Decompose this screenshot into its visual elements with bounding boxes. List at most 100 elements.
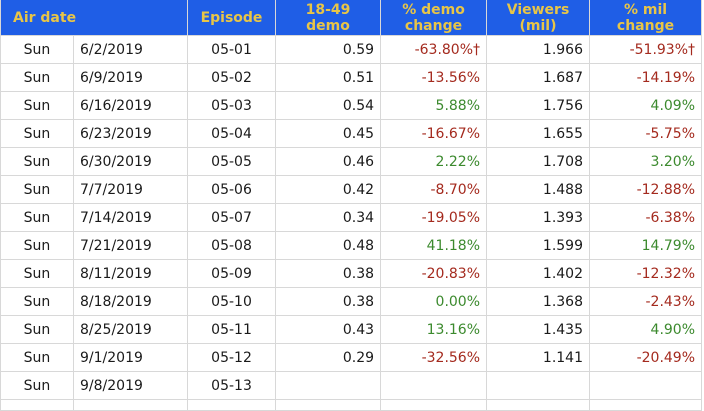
cell-demo: 0.45 xyxy=(275,119,382,148)
table-row: Sun 6/9/2019 05-02 0.51 -13.56% 1.687 -14.19% xyxy=(0,63,703,92)
cell-mil-change: 14.79% xyxy=(589,231,703,260)
cell-empty xyxy=(187,399,277,411)
cell-air-date: 6/30/2019 xyxy=(72,147,189,176)
cell-demo-change: 13.16% xyxy=(380,315,488,344)
cell-demo-change: 41.18% xyxy=(380,231,488,260)
cell-day: Sun xyxy=(0,91,74,120)
cell-air-date: 7/14/2019 xyxy=(72,203,189,232)
cell-mil-change: -51.93%† xyxy=(589,35,703,64)
cell-viewers: 1.708 xyxy=(486,147,591,176)
cell-episode: 05-02 xyxy=(187,63,277,92)
cell-empty xyxy=(72,399,189,411)
cell-day: Sun xyxy=(0,287,74,316)
cell-air-date: 6/2/2019 xyxy=(72,35,189,64)
table-row: Sun 6/16/2019 05-03 0.54 5.88% 1.756 4.09% xyxy=(0,91,703,120)
header-demo-change[interactable]: % demo change xyxy=(380,0,488,36)
header-viewers[interactable]: Viewers (mil) xyxy=(486,0,591,36)
cell-demo: 0.38 xyxy=(275,287,382,316)
cell-day: Sun xyxy=(0,203,74,232)
table-row: Sun 8/18/2019 05-10 0.38 0.00% 1.368 -2.43% xyxy=(0,287,703,316)
cell-demo-change: -19.05% xyxy=(380,203,488,232)
cell-episode: 05-09 xyxy=(187,259,277,288)
cell-mil-change: -20.49% xyxy=(589,343,703,372)
cell-day: Sun xyxy=(0,119,74,148)
cell-day: Sun xyxy=(0,343,74,372)
cell-empty xyxy=(0,399,74,411)
cell-viewers: 1.402 xyxy=(486,259,591,288)
cell-viewers: 1.435 xyxy=(486,315,591,344)
cell-mil-change: -6.38% xyxy=(589,203,703,232)
header-episode[interactable]: Episode xyxy=(187,0,277,36)
cell-empty xyxy=(275,399,382,411)
header-demo-change-line2: change xyxy=(404,17,463,34)
cell-demo-change xyxy=(380,371,488,400)
cell-episode: 05-06 xyxy=(187,175,277,204)
header-mil-change[interactable]: % mil change xyxy=(589,0,703,36)
table-row: Sun 6/30/2019 05-05 0.46 2.22% 1.708 3.20% xyxy=(0,147,703,176)
cell-day: Sun xyxy=(0,35,74,64)
cell-episode: 05-03 xyxy=(187,91,277,120)
cell-viewers: 1.756 xyxy=(486,91,591,120)
cell-air-date: 7/21/2019 xyxy=(72,231,189,260)
cell-episode: 05-13 xyxy=(187,371,277,400)
cell-demo: 0.51 xyxy=(275,63,382,92)
cell-air-date: 7/7/2019 xyxy=(72,175,189,204)
table-row: Sun 9/8/2019 05-13 xyxy=(0,371,703,400)
table-row: Sun 7/7/2019 05-06 0.42 -8.70% 1.488 -12.88% xyxy=(0,175,703,204)
cell-mil-change: -2.43% xyxy=(589,287,703,316)
cell-mil-change: 3.20% xyxy=(589,147,703,176)
cell-day: Sun xyxy=(0,63,74,92)
cell-day: Sun xyxy=(0,315,74,344)
cell-day: Sun xyxy=(0,259,74,288)
cell-episode: 05-10 xyxy=(187,287,277,316)
cell-day: Sun xyxy=(0,231,74,260)
cell-viewers: 1.687 xyxy=(486,63,591,92)
table-row: Sun 7/21/2019 05-08 0.48 41.18% 1.599 14.79% xyxy=(0,231,703,260)
cell-empty xyxy=(486,399,591,411)
table-row: Sun 6/23/2019 05-04 0.45 -16.67% 1.655 -5.75% xyxy=(0,119,703,148)
cell-demo: 0.34 xyxy=(275,203,382,232)
table-row: Sun 7/14/2019 05-07 0.34 -19.05% 1.393 -6.38% xyxy=(0,203,703,232)
cell-episode: 05-11 xyxy=(187,315,277,344)
cell-viewers: 1.141 xyxy=(486,343,591,372)
cell-viewers xyxy=(486,371,591,400)
cell-episode: 05-12 xyxy=(187,343,277,372)
cell-empty xyxy=(589,399,703,411)
header-mil-change-line2: change xyxy=(616,17,675,34)
cell-mil-change: -12.88% xyxy=(589,175,703,204)
cell-viewers: 1.655 xyxy=(486,119,591,148)
cell-demo-change: -32.56% xyxy=(380,343,488,372)
cell-mil-change: 4.90% xyxy=(589,315,703,344)
cell-demo: 0.38 xyxy=(275,259,382,288)
cell-air-date: 8/25/2019 xyxy=(72,315,189,344)
cell-mil-change xyxy=(589,371,703,400)
cell-air-date: 6/23/2019 xyxy=(72,119,189,148)
cell-demo: 0.46 xyxy=(275,147,382,176)
cell-mil-change: 4.09% xyxy=(589,91,703,120)
cell-viewers: 1.393 xyxy=(486,203,591,232)
header-demo-line1: 18-49 xyxy=(305,1,351,18)
cell-demo: 0.42 xyxy=(275,175,382,204)
cell-viewers: 1.368 xyxy=(486,287,591,316)
cell-episode: 05-04 xyxy=(187,119,277,148)
header-demo[interactable]: 18-49 demo xyxy=(275,0,382,36)
table-body: Sun 6/2/2019 05-01 0.59 -63.80%† 1.966 -51.93%… xyxy=(0,35,703,411)
cell-demo: 0.48 xyxy=(275,231,382,260)
header-air-date[interactable]: Air date xyxy=(0,0,189,36)
cell-day: Sun xyxy=(0,371,74,400)
cell-mil-change: -5.75% xyxy=(589,119,703,148)
cell-day: Sun xyxy=(0,175,74,204)
cell-demo: 0.29 xyxy=(275,343,382,372)
table-row: Sun 8/11/2019 05-09 0.38 -20.83% 1.402 -12.32% xyxy=(0,259,703,288)
header-viewers-line1: Viewers xyxy=(506,1,570,18)
cell-demo-change: -20.83% xyxy=(380,259,488,288)
cell-day: Sun xyxy=(0,147,74,176)
cell-mil-change: -14.19% xyxy=(589,63,703,92)
cell-demo: 0.43 xyxy=(275,315,382,344)
cell-demo-change: -63.80%† xyxy=(380,35,488,64)
cell-air-date: 8/18/2019 xyxy=(72,287,189,316)
header-demo-line2: demo xyxy=(306,17,350,34)
table-row: Sun 6/2/2019 05-01 0.59 -63.80%† 1.966 -51.93%… xyxy=(0,35,703,64)
table-header: Air date Episode 18-49 demo % demo chang… xyxy=(0,0,703,36)
